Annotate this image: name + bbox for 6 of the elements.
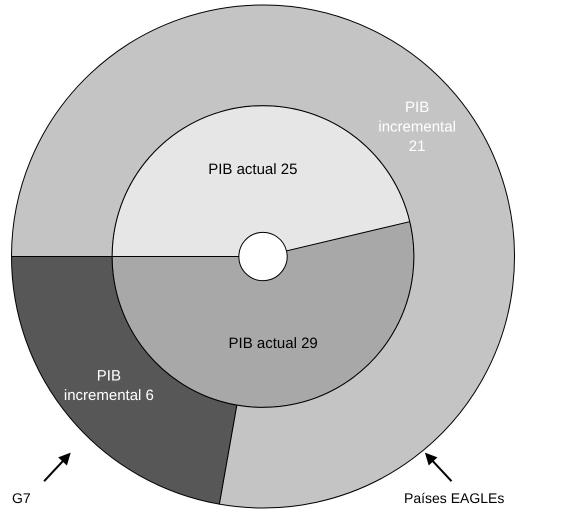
data-label: PIB actual 29 xyxy=(228,334,318,352)
text: Países EAGLEs xyxy=(404,490,504,506)
text: G7 xyxy=(12,490,31,506)
data-label: PIB incremental 6 xyxy=(64,368,154,404)
data-label: PIB incremental 21 xyxy=(378,99,456,156)
data-label: PIB actual 25 xyxy=(208,161,298,178)
